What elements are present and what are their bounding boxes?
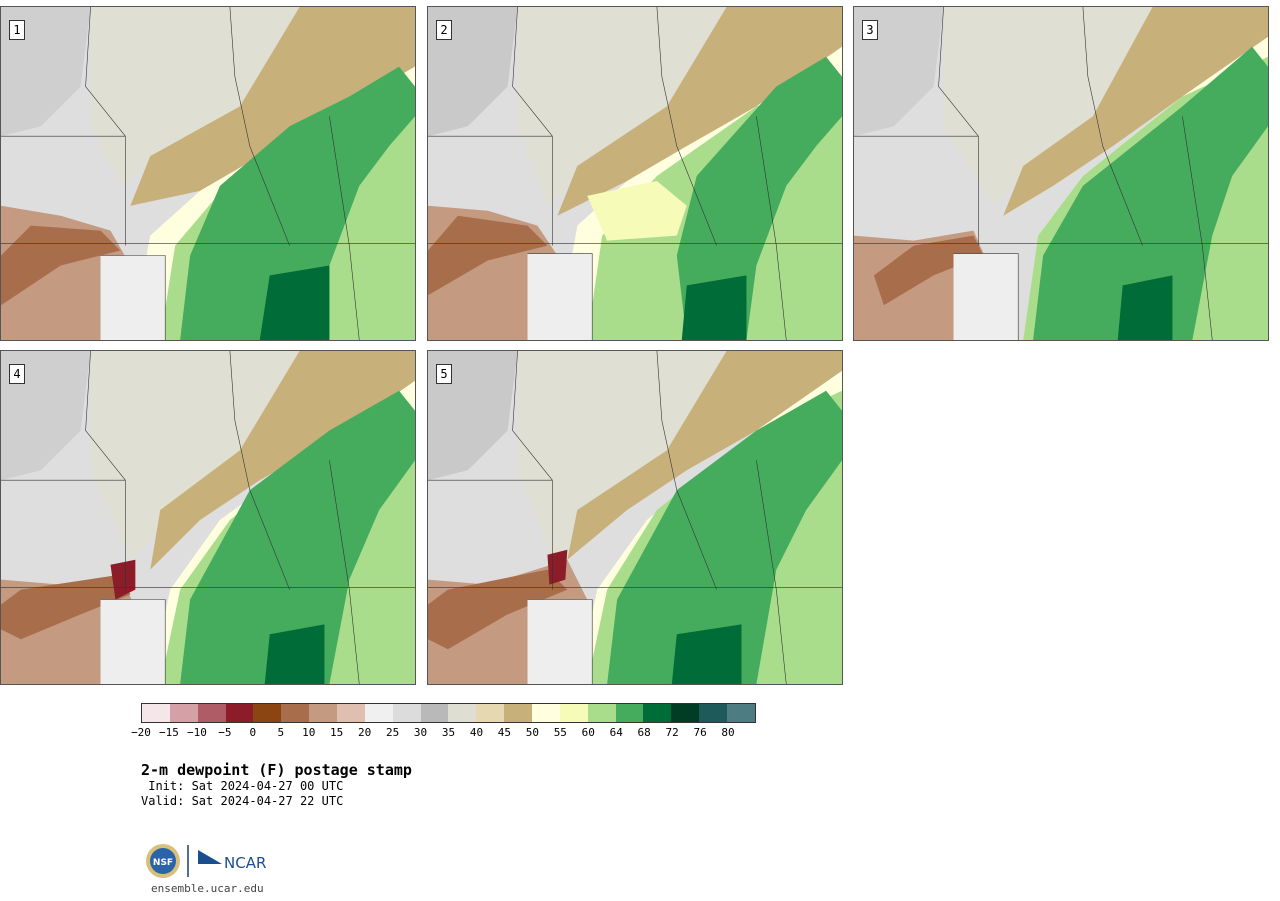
dewpoint-map-3 — [854, 7, 1268, 340]
colorbar-tick-label: 80 — [721, 726, 735, 739]
colorbar-swatch — [309, 704, 338, 722]
colorbar-tick-label: 20 — [358, 726, 372, 739]
colorbar-swatch — [727, 704, 755, 722]
colorbar-tick-label: −10 — [186, 726, 207, 739]
colorbar-swatch — [532, 704, 560, 722]
colorbar-tick-label: 5 — [277, 726, 285, 739]
colorbar-tick-label: 10 — [302, 726, 316, 739]
colorbar-swatch — [559, 704, 588, 722]
colorbar-swatch — [699, 704, 728, 722]
colorbar-tick-label: −5 — [218, 726, 232, 739]
colorbar — [141, 703, 756, 723]
panel-number: 5 — [436, 364, 452, 384]
dewpoint-map-1 — [1, 7, 415, 340]
colorbar-swatch — [197, 704, 226, 722]
colorbar-swatch — [643, 704, 672, 722]
panel-number: 2 — [436, 20, 452, 40]
dewpoint-map-2 — [428, 7, 842, 340]
colorbar-swatch — [615, 704, 644, 722]
valid-time: Valid: Sat 2024-04-27 22 UTC — [141, 794, 344, 808]
map-panel-5: 5 — [427, 350, 843, 685]
colorbar-tick-label: 50 — [525, 726, 539, 739]
colorbar-tick-label: 0 — [249, 726, 257, 739]
colorbar-tick-labels: −20 −15 −10 −5 0 5 10 15 20 25 30 35 40 45 50 55 60 64 68 7… — [131, 726, 756, 742]
map-panel-3: 3 — [853, 6, 1269, 341]
colorbar-swatch — [476, 704, 505, 722]
colorbar-tick-label: 76 — [693, 726, 707, 739]
site-url: ensemble.ucar.edu — [151, 882, 264, 895]
colorbar-tick-label: 72 — [665, 726, 679, 739]
colorbar-swatch — [671, 704, 700, 722]
colorbar-swatch — [364, 704, 393, 722]
colorbar-swatch — [253, 704, 282, 722]
panel-number: 3 — [862, 20, 878, 40]
panel-number: 4 — [9, 364, 25, 384]
map-panel-1: 1 — [0, 6, 416, 341]
colorbar-tick-label: 45 — [497, 726, 512, 739]
colorbar-tick-label: 25 — [385, 726, 400, 739]
map-panel-4: 4 — [0, 350, 416, 685]
colorbar-tick-label: 15 — [330, 726, 344, 739]
chart-title: 2-m dewpoint (F) postage stamp — [141, 761, 412, 779]
colorbar-swatch — [281, 704, 310, 722]
map-panel-2: 2 — [427, 6, 843, 341]
colorbar-swatch — [337, 704, 365, 722]
colorbar-tick-label: 30 — [413, 726, 428, 739]
colorbar-tick-label: 64 — [609, 726, 623, 739]
nsf-ncar-logo: NSF NCAR — [146, 844, 266, 878]
colorbar-swatch — [225, 704, 254, 722]
colorbar-swatch — [169, 704, 198, 722]
colorbar-tick-label: −20 — [131, 726, 151, 739]
colorbar-swatch — [448, 704, 477, 722]
colorbar-tick-label: 40 — [469, 726, 484, 739]
colorbar-swatch — [142, 704, 170, 722]
colorbar-tick-label: 35 — [441, 726, 456, 739]
dewpoint-map-4 — [1, 351, 415, 684]
panel-number: 1 — [9, 20, 25, 40]
colorbar-swatch — [392, 704, 421, 722]
ncar-logo-text: NCAR — [224, 854, 266, 872]
colorbar-tick-label: 68 — [637, 726, 651, 739]
init-time: Init: Sat 2024-04-27 00 UTC — [141, 779, 344, 793]
colorbar-tick-label: −15 — [159, 726, 179, 739]
colorbar-swatch — [504, 704, 533, 722]
colorbar-tick-label: 60 — [581, 726, 595, 739]
colorbar-tick-label: 55 — [553, 726, 567, 739]
nsf-logo-text: NSF — [153, 858, 173, 868]
colorbar-swatch — [587, 704, 616, 722]
dewpoint-map-5 — [428, 351, 842, 684]
colorbar-swatch — [420, 704, 449, 722]
